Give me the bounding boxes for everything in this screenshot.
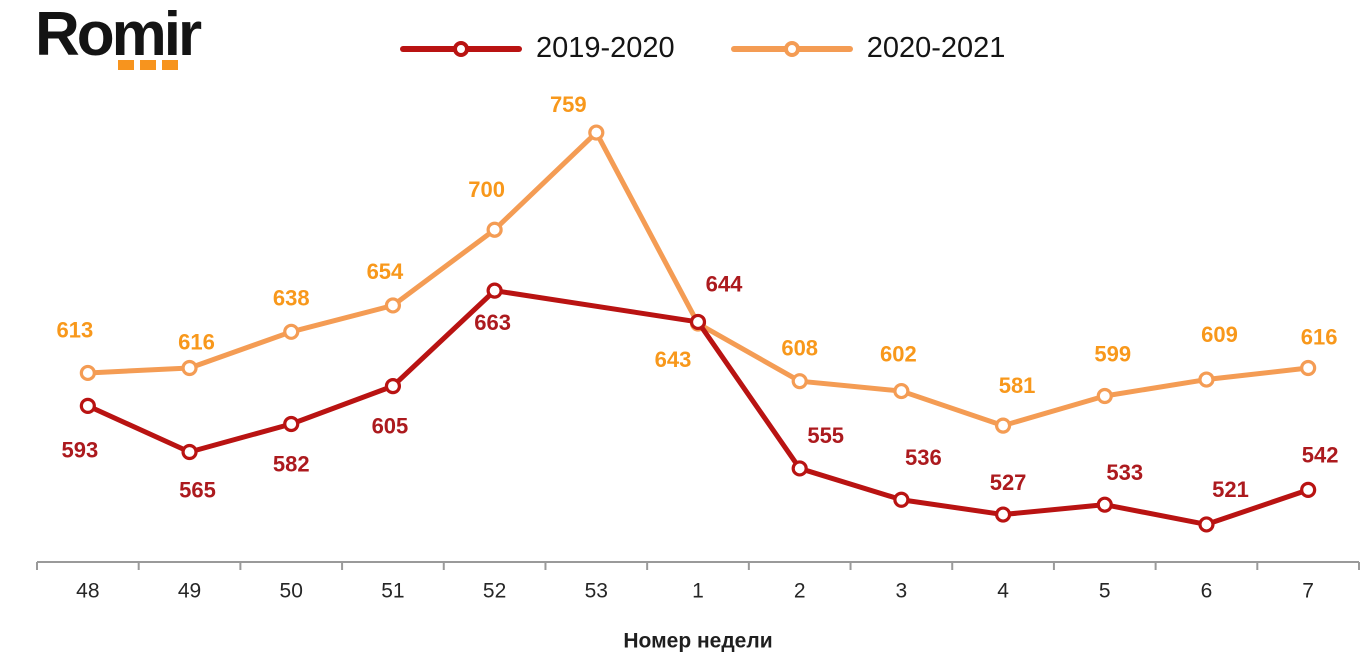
data-point-marker <box>384 297 402 314</box>
data-point-marker <box>181 443 198 461</box>
data-point-label: 663 <box>474 310 511 335</box>
data-point-label: 700 <box>468 177 505 202</box>
x-tick-label: 5 <box>1099 580 1111 603</box>
data-point-label: 608 <box>781 336 818 361</box>
data-point-marker <box>893 491 910 508</box>
data-point-marker <box>893 382 910 400</box>
data-point-marker <box>1096 387 1113 405</box>
data-point-marker <box>1300 481 1317 498</box>
data-point-label: 527 <box>990 470 1027 495</box>
romir-logo-squares <box>118 60 178 70</box>
data-point-label: 644 <box>706 271 743 296</box>
data-point-label: 536 <box>905 445 942 470</box>
legend-line-marker-icon <box>400 40 522 57</box>
data-point-label: 565 <box>179 477 216 502</box>
x-tick-label: 48 <box>76 580 99 603</box>
data-point-marker <box>1096 496 1113 513</box>
data-point-label: 759 <box>550 92 587 117</box>
data-point-marker <box>283 323 300 340</box>
data-point-marker <box>689 313 707 331</box>
data-point-marker <box>994 506 1012 523</box>
data-point-label: 581 <box>999 373 1036 398</box>
data-point-label: 593 <box>61 437 98 462</box>
data-point-label: 609 <box>1201 322 1238 347</box>
x-axis-title: Номер недели <box>623 630 772 653</box>
series-line-2020-2021 <box>85 130 1311 429</box>
x-tick-label: 49 <box>178 580 201 603</box>
data-point-marker <box>791 373 808 390</box>
x-tick-label: 7 <box>1302 580 1314 603</box>
data-point-marker <box>1198 516 1215 533</box>
data-point-label: 616 <box>1301 325 1338 350</box>
legend-item-2020-2021: 2020-2021 <box>730 32 1006 64</box>
x-tick-label: 4 <box>997 580 1009 603</box>
data-point-label: 555 <box>807 423 844 448</box>
data-point-label: 613 <box>56 317 93 342</box>
chart-legend: 2019-2020 2020-2021 <box>400 34 1005 63</box>
data-point-label: 602 <box>880 342 917 367</box>
data-point-marker <box>588 124 605 141</box>
data-point-label: 643 <box>655 347 692 372</box>
x-tick-label: 1 <box>692 580 704 603</box>
x-tick-label: 50 <box>280 580 303 603</box>
x-tick-label: 6 <box>1201 580 1213 603</box>
data-point-marker <box>79 364 96 382</box>
logo-orange-square <box>162 60 178 70</box>
data-point-marker <box>79 397 96 414</box>
romir-logo-text: Romir <box>35 0 202 69</box>
x-tick-label: 52 <box>483 580 506 603</box>
data-point-label: 638 <box>273 285 310 310</box>
legend-line-marker-icon <box>730 40 853 57</box>
data-point-marker <box>486 282 503 299</box>
legend-label: 2020-2021 <box>866 32 1006 64</box>
data-point-label: 599 <box>1094 342 1131 367</box>
data-point-label: 605 <box>372 414 409 439</box>
legend-item-2019-2020: 2019-2020 <box>400 34 675 63</box>
logo-orange-square <box>140 60 156 70</box>
data-point-marker <box>486 221 503 238</box>
x-tick-label: 2 <box>794 580 806 603</box>
data-point-marker <box>181 359 198 377</box>
data-point-label: 521 <box>1212 477 1249 502</box>
data-point-label: 582 <box>273 451 310 476</box>
romir-logo: Romir <box>35 0 255 80</box>
data-point-marker <box>384 378 402 395</box>
x-tick-label: 53 <box>585 580 608 603</box>
data-point-marker <box>1198 371 1215 388</box>
data-point-label: 533 <box>1106 460 1143 485</box>
data-point-label: 654 <box>367 259 404 284</box>
data-point-marker <box>1300 359 1317 377</box>
legend-label: 2019-2020 <box>536 32 675 64</box>
data-point-label: 616 <box>178 330 215 355</box>
series-line-2019-2020 <box>85 288 1311 527</box>
data-point-label: 542 <box>1302 442 1339 467</box>
x-tick-label: 51 <box>381 580 404 603</box>
x-tick-label: 3 <box>896 580 908 603</box>
data-point-marker <box>283 415 300 433</box>
data-point-marker <box>791 460 808 477</box>
logo-orange-square <box>118 60 134 70</box>
data-point-marker <box>994 417 1012 434</box>
